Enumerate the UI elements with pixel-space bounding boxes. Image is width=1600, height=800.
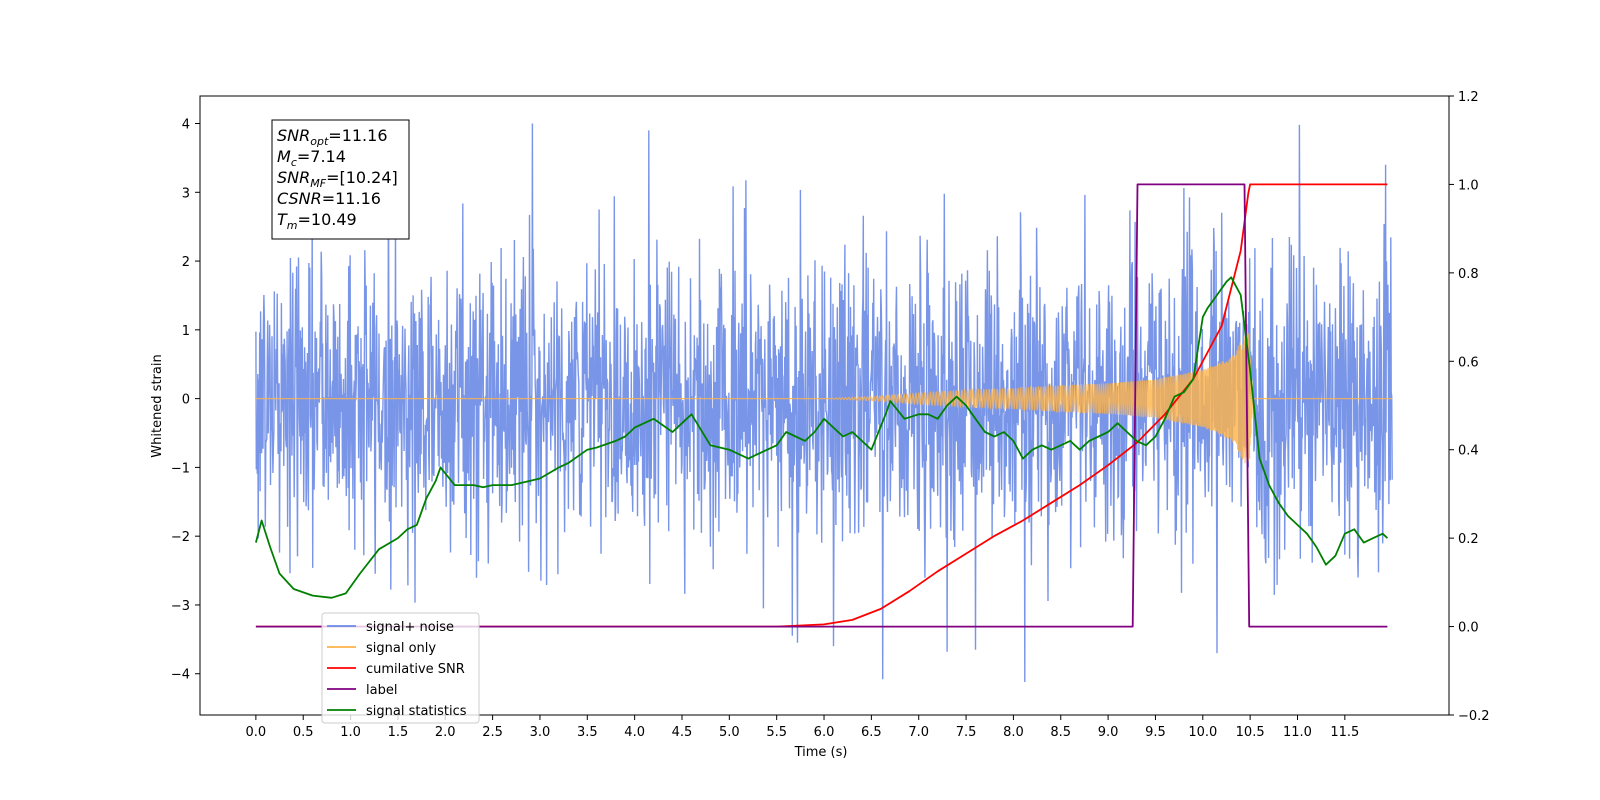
annotation-line: Mc=7.14 [277, 147, 346, 169]
y2-tick-label: 0.0 [1458, 621, 1479, 636]
y-tick-label: −2 [171, 530, 190, 545]
x-tick-label: 5.0 [719, 725, 740, 740]
x-tick-label: 6.0 [814, 725, 835, 740]
y2-tick-label: 0.8 [1458, 267, 1479, 282]
x-tick-label: 4.5 [672, 725, 693, 740]
legend-label: cumilative SNR [366, 662, 465, 677]
annotation-subscript: MF [310, 177, 326, 190]
legend-label: signal statistics [366, 704, 467, 719]
annotation-value: =11.16 [328, 126, 387, 145]
series-label [255, 183, 1388, 628]
y-axis-left: −4 −3 −2 −1 0 1 2 3 4 [171, 118, 200, 683]
annotation-line: Tm=10.49 [277, 210, 357, 232]
x-tick-label: 1.5 [388, 725, 409, 740]
x-tick-label: 6.5 [861, 725, 882, 740]
x-tick-label: 0.5 [293, 725, 314, 740]
annotation-value: =10.49 [298, 210, 357, 229]
annotation-symbol: SNR [277, 126, 310, 145]
annotation-line: SNRopt=11.16 [277, 126, 388, 148]
legend-label: signal+ noise [366, 620, 454, 635]
series-signal-only [255, 333, 1393, 464]
y-tick-label: 3 [182, 186, 190, 201]
x-tick-label: 1.0 [340, 725, 361, 740]
y-axis-right: −0.2 0.0 0.2 0.4 0.6 0.8 1.0 1.2 [1449, 90, 1490, 724]
y-tick-label: 1 [182, 324, 190, 339]
x-tick-label: 10.0 [1188, 725, 1217, 740]
x-tick-label: 3.0 [530, 725, 551, 740]
annotation-subscript: m [287, 219, 298, 232]
x-tick-label: 2.5 [482, 725, 503, 740]
y-tick-label: −4 [171, 668, 190, 683]
y2-tick-label: −0.2 [1458, 709, 1490, 724]
x-tick-label: 8.5 [1050, 725, 1071, 740]
series-signal-statistics [255, 276, 1389, 599]
x-tick-label: 3.5 [577, 725, 598, 740]
legend: signal+ noise signal only cumilative SNR la… [321, 612, 480, 724]
series-cumulative-snr [255, 183, 1388, 628]
x-tick-label: 7.5 [956, 725, 977, 740]
x-tick-label: 4.0 [624, 725, 645, 740]
y-tick-label: −3 [171, 599, 190, 614]
y-tick-label: −1 [171, 461, 190, 476]
series-layer [255, 123, 1393, 683]
x-tick-label: 11.5 [1330, 725, 1359, 740]
y2-tick-label: 0.6 [1458, 355, 1479, 370]
annotation-symbol: T [277, 210, 288, 229]
x-axis: 0.0 0.5 1.0 1.5 2.0 2.5 3.0 3.5 4.0 4.5 5.0 5.5 6.0 6… [246, 715, 1359, 740]
y2-tick-label: 0.4 [1458, 444, 1479, 459]
annotation-frame [271, 119, 410, 240]
y2-tick-label: 0.2 [1458, 532, 1479, 547]
annotation-value: =[10.24] [326, 168, 398, 187]
y-tick-label: 0 [182, 393, 190, 408]
x-tick-label: 8.0 [1003, 725, 1024, 740]
annotation-symbol: CSNR [277, 189, 322, 208]
legend-frame [321, 612, 480, 724]
y-tick-label: 4 [182, 118, 190, 133]
annotation-subscript: opt [310, 135, 329, 148]
x-tick-label: 10.5 [1236, 725, 1265, 740]
legend-label: label [366, 683, 397, 698]
legend-label: signal only [366, 641, 436, 656]
x-tick-label: 0.0 [246, 725, 267, 740]
y-axis-label: Whitened strain [150, 354, 165, 457]
x-tick-label: 9.0 [1098, 725, 1119, 740]
annotation-line: SNRMF=[10.24] [277, 168, 398, 190]
annotation-value: =11.16 [322, 189, 381, 208]
y2-tick-label: 1.2 [1458, 90, 1479, 105]
x-tick-label: 11.0 [1283, 725, 1312, 740]
annotation-symbol: SNR [277, 168, 310, 187]
x-axis-label: Time (s) [794, 745, 848, 760]
annotation-line: CSNR=11.16 [277, 189, 381, 208]
annotation-value: =7.14 [297, 147, 346, 166]
y-tick-label: 2 [182, 255, 190, 270]
annotation-symbol: M [277, 147, 291, 166]
x-tick-label: 5.5 [766, 725, 787, 740]
y2-tick-label: 1.0 [1458, 178, 1479, 193]
annotation-subscript: c [291, 156, 297, 169]
x-tick-label: 7.0 [908, 725, 929, 740]
annotation-box: SNRopt=11.16Mc=7.14SNRMF=[10.24]CSNR=11.… [271, 119, 410, 240]
x-tick-label: 9.5 [1145, 725, 1166, 740]
x-tick-label: 2.0 [435, 725, 456, 740]
